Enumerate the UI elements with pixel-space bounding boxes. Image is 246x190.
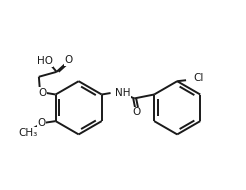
Text: O: O: [64, 55, 73, 65]
Text: HO: HO: [37, 56, 53, 66]
Text: O: O: [38, 118, 46, 128]
Text: O: O: [39, 88, 47, 97]
Text: Cl: Cl: [193, 73, 203, 83]
Text: NH: NH: [114, 88, 130, 97]
Text: O: O: [132, 107, 140, 117]
Text: CH₃: CH₃: [18, 128, 38, 138]
